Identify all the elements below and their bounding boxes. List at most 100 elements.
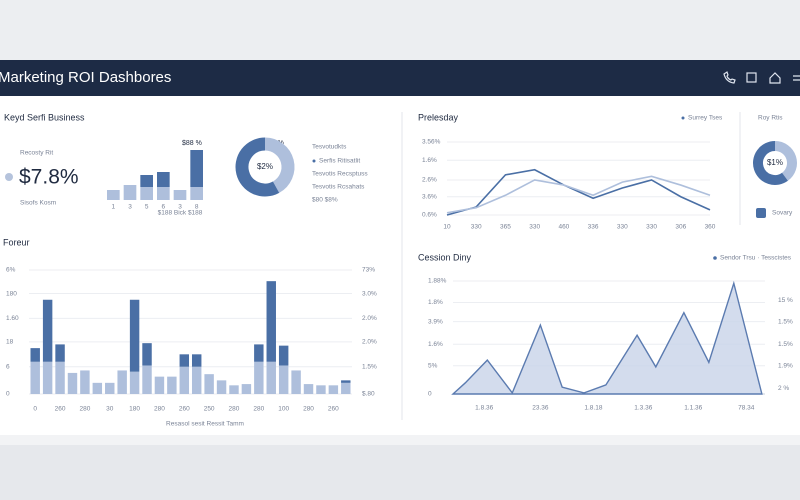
bar <box>278 365 289 394</box>
x-tick-label: 1.1.36 <box>684 405 702 412</box>
x-tick-label: 23.36 <box>532 405 549 412</box>
x-tick-label: 10 <box>443 224 451 231</box>
bar <box>216 380 227 394</box>
bar <box>140 175 153 187</box>
x-tick-label: 1.3.36 <box>634 405 652 412</box>
y-tick-label: 180 <box>6 290 17 297</box>
x-tick-label: 330 <box>471 224 482 231</box>
kpi-dot <box>5 173 13 181</box>
donut-center-label: $1% <box>767 158 783 167</box>
x-tick-label: 250 <box>204 406 215 413</box>
home-icon[interactable] <box>769 72 781 84</box>
x-tick-label: 306 <box>675 224 686 231</box>
bar <box>30 361 40 394</box>
y-tick-label: 3.0% <box>362 290 377 297</box>
x-tick-label: 0 <box>33 406 37 413</box>
caption: Resasol sesit Ressit Tamm <box>166 421 244 428</box>
x-tick-label: 5 <box>145 204 149 211</box>
x-tick-label: 30 <box>106 406 114 413</box>
x-tick-label: 100 <box>278 406 289 413</box>
bar <box>92 382 103 394</box>
header-title: Marketing ROI Dashbores <box>0 69 171 86</box>
legend-dot <box>312 159 316 163</box>
y-tick-label: 0 <box>6 391 10 398</box>
bar <box>80 370 90 394</box>
legend-text: Tesvotis Rcsahats <box>312 184 365 191</box>
bar <box>303 384 314 394</box>
legend-text: Tesvotis Recsptuss <box>312 171 368 178</box>
y-tick-label: 1.8% <box>428 299 443 306</box>
y-tick-label: 2.0% <box>362 339 377 346</box>
donut-slice <box>753 141 788 185</box>
bar <box>142 365 152 394</box>
bar <box>316 385 326 394</box>
kpi-value: $7.8% <box>19 166 79 189</box>
x-tick-label: 460 <box>558 224 569 231</box>
y-tick-label: 1.5% <box>362 363 377 370</box>
line <box>446 175 711 214</box>
x-tick-label: 360 <box>705 224 716 231</box>
bar <box>254 344 264 362</box>
legend-text: Sendor Trsu · Tesscistes <box>720 255 792 262</box>
y-tick-label: 3.9% <box>428 318 443 325</box>
header-icons[interactable] <box>723 71 800 84</box>
x-tick-label: 78.34 <box>738 405 755 412</box>
y-tick-label: 3.6% <box>422 193 437 200</box>
bar <box>341 380 351 383</box>
bar <box>328 385 339 394</box>
bar <box>117 370 127 394</box>
bar <box>204 374 214 394</box>
bar <box>157 187 170 200</box>
y-tick-label: $.80 <box>362 391 375 398</box>
phone-icon[interactable] <box>723 71 736 84</box>
y-tick-label: 1.6% <box>422 157 437 164</box>
x-tick-label: 280 <box>253 406 264 413</box>
grid-icon[interactable] <box>746 72 757 83</box>
x-tick-label: 336 <box>588 224 599 231</box>
x-tick-label: 260 <box>179 406 190 413</box>
bar <box>142 343 152 366</box>
annotation: $88 % <box>182 140 202 147</box>
x-tick-label: 280 <box>154 406 165 413</box>
x-tick-label: 260 <box>55 406 66 413</box>
legend-text: Sovary <box>772 210 793 217</box>
bar <box>140 187 153 200</box>
kpi-label: Recosty Rit <box>20 150 53 157</box>
menu-icon[interactable] <box>793 75 800 81</box>
y-tick-label: 2.6% <box>422 177 437 184</box>
bar <box>173 190 187 200</box>
area <box>451 280 763 395</box>
bar <box>55 361 65 394</box>
y-tick-label: 5% <box>428 362 438 369</box>
legend-text: Surrey Tses <box>688 115 723 122</box>
bar <box>190 150 203 187</box>
bar <box>105 382 115 394</box>
bar <box>278 345 289 366</box>
legend-dot <box>681 116 685 120</box>
legend-text: Serfis Ritisatlit <box>319 158 360 165</box>
bar <box>42 299 53 362</box>
header-bar <box>0 60 800 96</box>
x-tick-label: 1.8.36 <box>475 405 493 412</box>
bar <box>55 344 65 362</box>
x-tick-label: 260 <box>328 406 339 413</box>
bar <box>157 172 170 187</box>
bar <box>241 384 252 394</box>
chart-title: Roy Rtis <box>758 115 783 122</box>
bar <box>42 361 53 394</box>
donut-center-label: $2% <box>257 162 273 171</box>
bar <box>229 385 239 394</box>
line <box>446 168 711 216</box>
x-tick-label: 1 <box>112 204 116 211</box>
x-tick-label: 180 <box>129 406 140 413</box>
top-backdrop <box>0 0 800 60</box>
bar <box>129 371 140 394</box>
y-tick-label: 18 <box>6 339 14 346</box>
donut-slice <box>264 137 295 193</box>
bar <box>179 366 190 394</box>
x-tick-label: 3 <box>128 204 132 211</box>
y-tick-label: 1.5% <box>778 318 793 325</box>
bar <box>191 366 202 394</box>
x-tick-label: 280 <box>229 406 240 413</box>
bar <box>179 354 190 367</box>
